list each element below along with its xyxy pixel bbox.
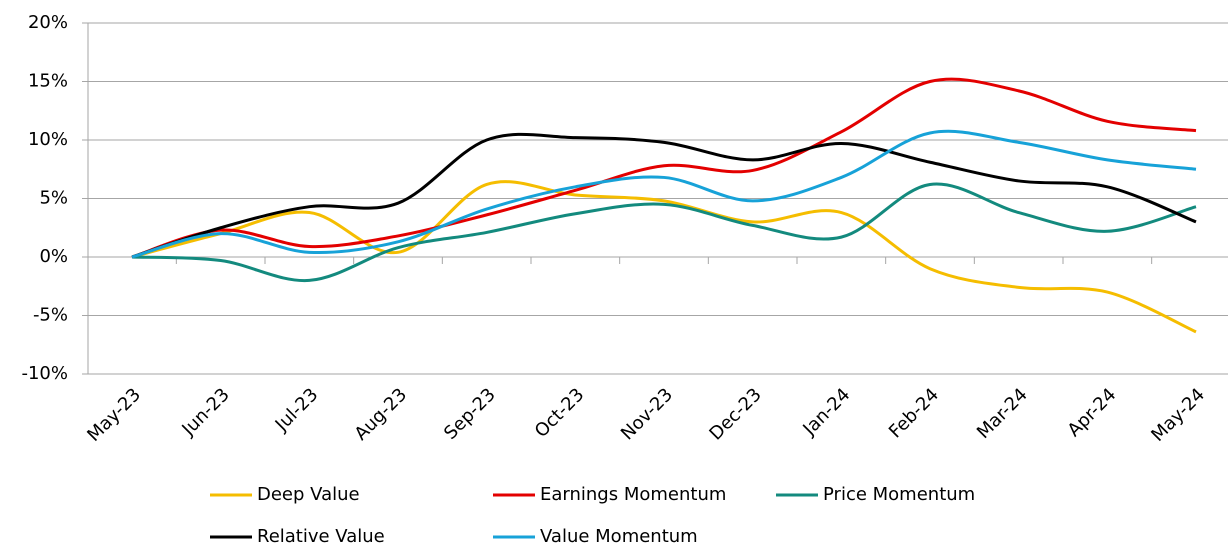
x-tick-label: Dec-23 <box>705 384 765 444</box>
legend-label: Price Momentum <box>823 484 975 505</box>
y-tick-label: 20% <box>28 12 68 33</box>
legend-label: Relative Value <box>257 526 385 547</box>
y-tick-label: 5% <box>39 188 68 209</box>
x-tick-label: May-23 <box>83 384 145 446</box>
series-line <box>131 132 1197 259</box>
series-line <box>131 182 1197 282</box>
y-tick-label: 15% <box>28 71 68 92</box>
legend-label: Value Momentum <box>540 526 698 547</box>
legend-label: Earnings Momentum <box>540 484 726 505</box>
x-tick-label: Sep-23 <box>440 384 500 444</box>
x-tick-label: Apr-24 <box>1064 384 1121 441</box>
legend-label: Deep Value <box>257 484 360 505</box>
y-tick-label: 10% <box>28 129 68 150</box>
x-tick-label: Nov-23 <box>617 384 677 444</box>
y-tick-label: -10% <box>21 363 68 384</box>
series-line <box>131 129 1197 259</box>
x-tick-label: Oct-23 <box>531 384 589 442</box>
x-tick-label: Jul-23 <box>271 384 323 436</box>
x-tick-label: Jan-24 <box>798 384 854 440</box>
x-tick-label: May-24 <box>1147 384 1209 446</box>
x-tick-label: Feb-24 <box>885 384 943 442</box>
series-line <box>131 77 1197 259</box>
x-tick-label: Mar-24 <box>973 384 1032 443</box>
series-line <box>131 180 1197 334</box>
y-tick-label: 0% <box>39 246 68 267</box>
y-tick-label: -5% <box>33 305 68 326</box>
x-tick-label: Aug-23 <box>351 384 411 444</box>
x-tick-label: Jun-23 <box>178 384 234 440</box>
